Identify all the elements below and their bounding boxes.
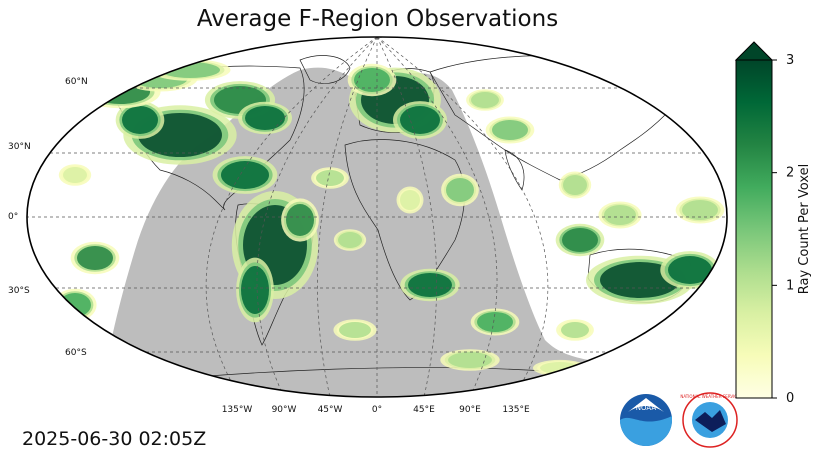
greenland-coast [299,55,351,84]
observation-patch [477,312,513,332]
lat-label-30s: 30°S [8,286,30,296]
colorbar-tick-label: 1 [786,278,794,293]
lat-label-60n: 60°N [65,77,88,87]
observation-patch [338,232,362,248]
noaa-logo: NOAA [620,394,672,446]
lat-label-60s: 60°S [65,348,87,358]
colorbar-extend-triangle [734,41,774,61]
africa-coast [344,139,465,301]
nws-logo: NATIONAL WEATHER SERVICE [680,392,740,448]
observation-patch [446,178,474,202]
lon-label-90w: 90°W [272,405,297,415]
lat-label-0: 0° [8,212,18,222]
timestamp: 2025-06-30 02:05Z [22,428,207,450]
observation-layer [53,59,725,377]
india-coast [504,149,525,191]
observation-patch [668,256,712,284]
observation-patch [245,106,285,130]
observation-patch [354,68,390,92]
observation-patch [408,273,452,297]
map-body [27,37,727,397]
lon-line-135w [205,37,378,397]
noaa-logo-wave [620,416,672,446]
nws-logo-text: NATIONAL WEATHER SERVICE [680,394,740,399]
observation-patch [563,175,587,195]
lon-label-45e: 45°E [413,405,435,415]
observation-patch [221,161,269,189]
observation-patch [316,170,344,186]
observation-patch [122,106,158,134]
lon-label-135w: 135°W [222,405,253,415]
lon-label-135e: 135°E [502,405,530,415]
colorbar-tick-label: 2 [786,166,794,181]
observation-patch [63,167,87,183]
observation-patch [561,322,589,338]
observation-patch [400,190,420,210]
longitude-labels: 135°W 90°W 45°W 0° 45°E 90°E 135°E [222,405,530,415]
observation-patch [492,120,528,140]
lon-label-0: 0° [372,405,382,415]
colorbar-ticks: 0 1 2 3 [772,53,794,406]
observation-patch [77,246,113,270]
observation-patch [400,106,440,134]
noaa-logo-bird [628,398,664,412]
globe-outline [26,36,728,398]
colorbar-tick-label: 0 [786,391,794,406]
nws-logo-cloud [695,410,726,432]
observation-patch [682,200,718,220]
observation-patch [600,262,680,298]
lat-label-30n: 30°N [8,142,31,152]
observation-patch [241,266,269,314]
page-title: Average F-Region Observations [196,6,559,32]
colorbar-tick-label: 3 [786,53,794,68]
observation-patch [562,228,598,252]
lon-line-135e [376,37,549,397]
observation-patch [339,322,371,338]
observation-patch [448,352,492,368]
colorbar-gradient [735,59,773,399]
observation-patch [286,204,314,236]
observation-patch [604,205,636,225]
latitude-labels: 60°N 30°N 0° 30°S 60°S [8,77,88,358]
lon-label-45w: 45°W [318,405,343,415]
observation-patch [471,92,499,108]
colorbar-label: Ray Count Per Voxel [797,164,812,294]
noaa-logo-text: NOAA [636,404,657,412]
lon-label-90e: 90°E [459,405,481,415]
